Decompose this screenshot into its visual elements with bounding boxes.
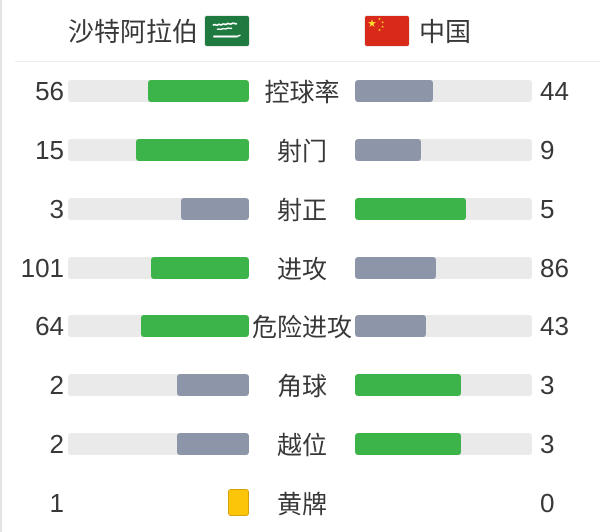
stat-row-attacks: 101 进攻 86 <box>2 238 600 297</box>
stat-label: 危险进攻 <box>252 314 353 343</box>
away-bar-track <box>355 374 532 397</box>
header-divider <box>15 61 600 62</box>
home-bar-fill <box>147 80 249 103</box>
away-bar-fill <box>355 139 422 162</box>
away-value: 0 <box>540 487 555 518</box>
away-bar-fill <box>355 374 462 397</box>
home-bar-track <box>68 80 249 103</box>
away-bar-fill <box>355 80 433 103</box>
away-value: 3 <box>540 428 555 459</box>
home-value: 101 <box>20 252 64 283</box>
home-team-name: 沙特阿拉伯 <box>67 17 198 47</box>
away-card-cell <box>355 492 532 514</box>
home-value: 64 <box>35 311 64 342</box>
away-bar-track <box>355 315 532 338</box>
away-bar-track <box>355 256 532 279</box>
match-stats-header: 沙特阿拉伯 中国 <box>2 0 600 61</box>
stat-row-possession: 56 控球率 44 <box>2 62 600 121</box>
stat-label: 射门 <box>276 138 327 167</box>
home-value: 3 <box>49 193 64 224</box>
away-team: 中国 <box>355 12 600 49</box>
away-bar-track <box>355 197 532 220</box>
china-flag-icon <box>365 15 409 46</box>
away-value: 44 <box>540 76 569 107</box>
stat-row-shots-on-target: 3 射正 5 <box>2 180 600 239</box>
stat-row-shots: 15 射门 9 <box>2 121 600 180</box>
home-bar-fill <box>176 432 249 455</box>
home-bar-fill <box>135 139 249 162</box>
away-bar-fill <box>355 315 427 338</box>
stat-row-offsides: 2 越位 3 <box>2 415 600 474</box>
away-bar-fill <box>355 256 437 279</box>
away-value: 5 <box>540 193 555 224</box>
home-value: 56 <box>35 76 64 107</box>
home-bar-track <box>68 197 249 220</box>
home-bar-fill <box>176 374 249 397</box>
home-bar-track <box>68 374 249 397</box>
stat-label: 角球 <box>276 373 327 402</box>
home-value: 2 <box>49 370 64 401</box>
home-team: 沙特阿拉伯 <box>2 12 249 49</box>
away-bar-fill <box>355 432 462 455</box>
home-bar-track <box>68 256 249 279</box>
home-value: 1 <box>49 487 64 518</box>
stat-row-corners: 2 角球 3 <box>2 356 600 415</box>
home-bar-track <box>68 315 249 338</box>
home-bar-fill <box>151 256 249 279</box>
away-bar-track <box>355 139 532 162</box>
away-value: 9 <box>540 135 555 166</box>
stat-row-dangerous-attacks: 64 危险进攻 43 <box>2 297 600 356</box>
home-value: 2 <box>49 428 64 459</box>
home-bar-track <box>68 139 249 162</box>
stat-row-yellow-cards: 1 黄牌 0 <box>2 473 600 532</box>
home-card-cell <box>68 489 249 517</box>
yellow-card-icon <box>228 489 249 517</box>
away-team-name: 中国 <box>419 17 472 47</box>
away-value: 43 <box>540 311 569 342</box>
stat-label: 控球率 <box>264 79 340 108</box>
stat-label: 越位 <box>276 431 327 460</box>
stat-label: 射正 <box>276 196 327 225</box>
away-value: 86 <box>540 252 569 283</box>
stat-label: 进攻 <box>276 255 327 284</box>
saudi-arabia-flag-icon <box>205 15 249 46</box>
away-bar-track <box>355 80 532 103</box>
home-value: 15 <box>35 135 64 166</box>
stat-label: 黄牌 <box>276 490 327 519</box>
home-bar-track <box>68 432 249 455</box>
home-bar-fill <box>140 315 249 338</box>
away-bar-track <box>355 432 532 455</box>
away-value: 3 <box>540 370 555 401</box>
away-bar-fill <box>355 197 466 220</box>
home-bar-fill <box>181 197 249 220</box>
